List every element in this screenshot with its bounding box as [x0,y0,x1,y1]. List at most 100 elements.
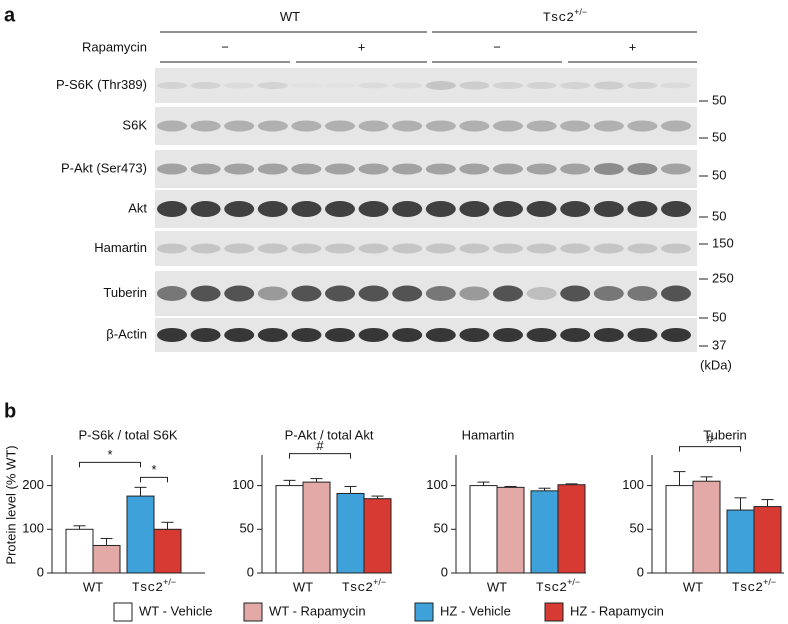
blot-band [459,286,490,301]
blot-band [157,163,187,175]
blot-band [224,328,255,342]
blot-band [291,243,322,254]
bar [275,485,304,574]
blot-band [157,328,187,342]
blot-band [593,201,624,217]
treatment-level: − [221,39,229,54]
blot-band [325,83,355,88]
bar [692,480,721,574]
chart-title: Hamartin [462,427,515,442]
blot-band [459,243,490,254]
marker-label: 250 [712,270,734,285]
blot-band [627,120,658,132]
y-tick-label: 100 [622,477,644,492]
legend-swatch [243,602,263,622]
blot-band [224,285,255,302]
blot-band [291,120,322,132]
blot-band [392,163,423,175]
blot-band [526,120,557,132]
blot-band [627,328,658,342]
blot-band [526,287,557,300]
significance-label: # [706,431,714,446]
blot-band [358,163,389,175]
marker-label: 50 [712,92,726,107]
blot-band [325,243,355,254]
blot-band [257,201,288,217]
bar [726,509,755,574]
blot-band [190,243,221,254]
significance-bracket [140,476,168,483]
blot-band [627,163,658,175]
bar [153,528,182,574]
blot-band [425,163,456,175]
blot-band [257,120,288,132]
panel-label: b [4,400,16,422]
legend-swatch [414,602,434,622]
y-tick-label: 50 [240,521,254,536]
blot-band [560,120,591,132]
blot-band [627,82,658,89]
blot-band [593,243,624,254]
blot-label: S6K [122,117,147,132]
blot-band [560,243,591,254]
treatment-label: Rapamycin [82,39,147,54]
blot-band [190,285,221,302]
genotype-label: Tsc2+/− [342,577,386,595]
blot-label: P-Akt (Ser473) [61,160,147,175]
blot-band [560,82,591,89]
marker-label: 150 [712,235,734,250]
blot-band [325,163,355,175]
bar [753,506,782,574]
blot-band [325,285,355,302]
blot-band [257,243,288,254]
significance-bracket [289,453,351,459]
blot-band [392,243,423,254]
x-tick-label: WT [487,579,507,594]
genotype-sup: +/− [574,7,587,17]
blot-band [493,163,523,175]
blot-band [358,243,389,254]
bar [469,485,498,574]
genotype-text: WT [280,9,300,24]
x-tick-label: WT [83,579,103,594]
blot-band [593,286,624,301]
blot-band [392,120,423,132]
blot-band [560,201,591,217]
blot-band [459,201,490,217]
bar [65,528,94,574]
blot-band [459,120,490,132]
x-tick-label: WT [293,579,313,594]
genotype-label: WT [280,9,300,24]
y-tick-label: 100 [22,521,44,536]
blot-band [224,243,255,254]
bar [530,490,559,574]
blot-band [425,120,456,132]
unit-label: (kDa) [700,357,732,372]
blot-band [190,328,221,342]
blot-band [661,285,691,302]
genotype-sup: +/− [163,577,176,587]
blot-band [157,82,187,89]
blot-band [661,82,691,89]
y-tick-label: 50 [434,521,448,536]
y-tick-label: 0 [441,564,448,579]
y-tick-label: 200 [22,477,44,492]
blot-band [291,163,322,175]
blot-band [224,201,255,217]
blot-band [190,82,221,89]
legend-swatch [544,602,564,622]
blot-band [493,328,523,342]
blot-label: Tuberin [103,285,147,300]
bar [665,485,694,574]
chart-title: P-S6k / total S6K [79,427,178,442]
blot-band [459,328,490,342]
blot-band [661,120,691,132]
blot-band [291,201,322,217]
blot-band [190,163,221,175]
genotype-sup: +/− [567,577,580,587]
blot-band [291,285,322,302]
y-tick-label: 100 [426,477,448,492]
blot-band [627,201,658,217]
blot-band [392,328,423,342]
significance-label: # [316,438,324,453]
